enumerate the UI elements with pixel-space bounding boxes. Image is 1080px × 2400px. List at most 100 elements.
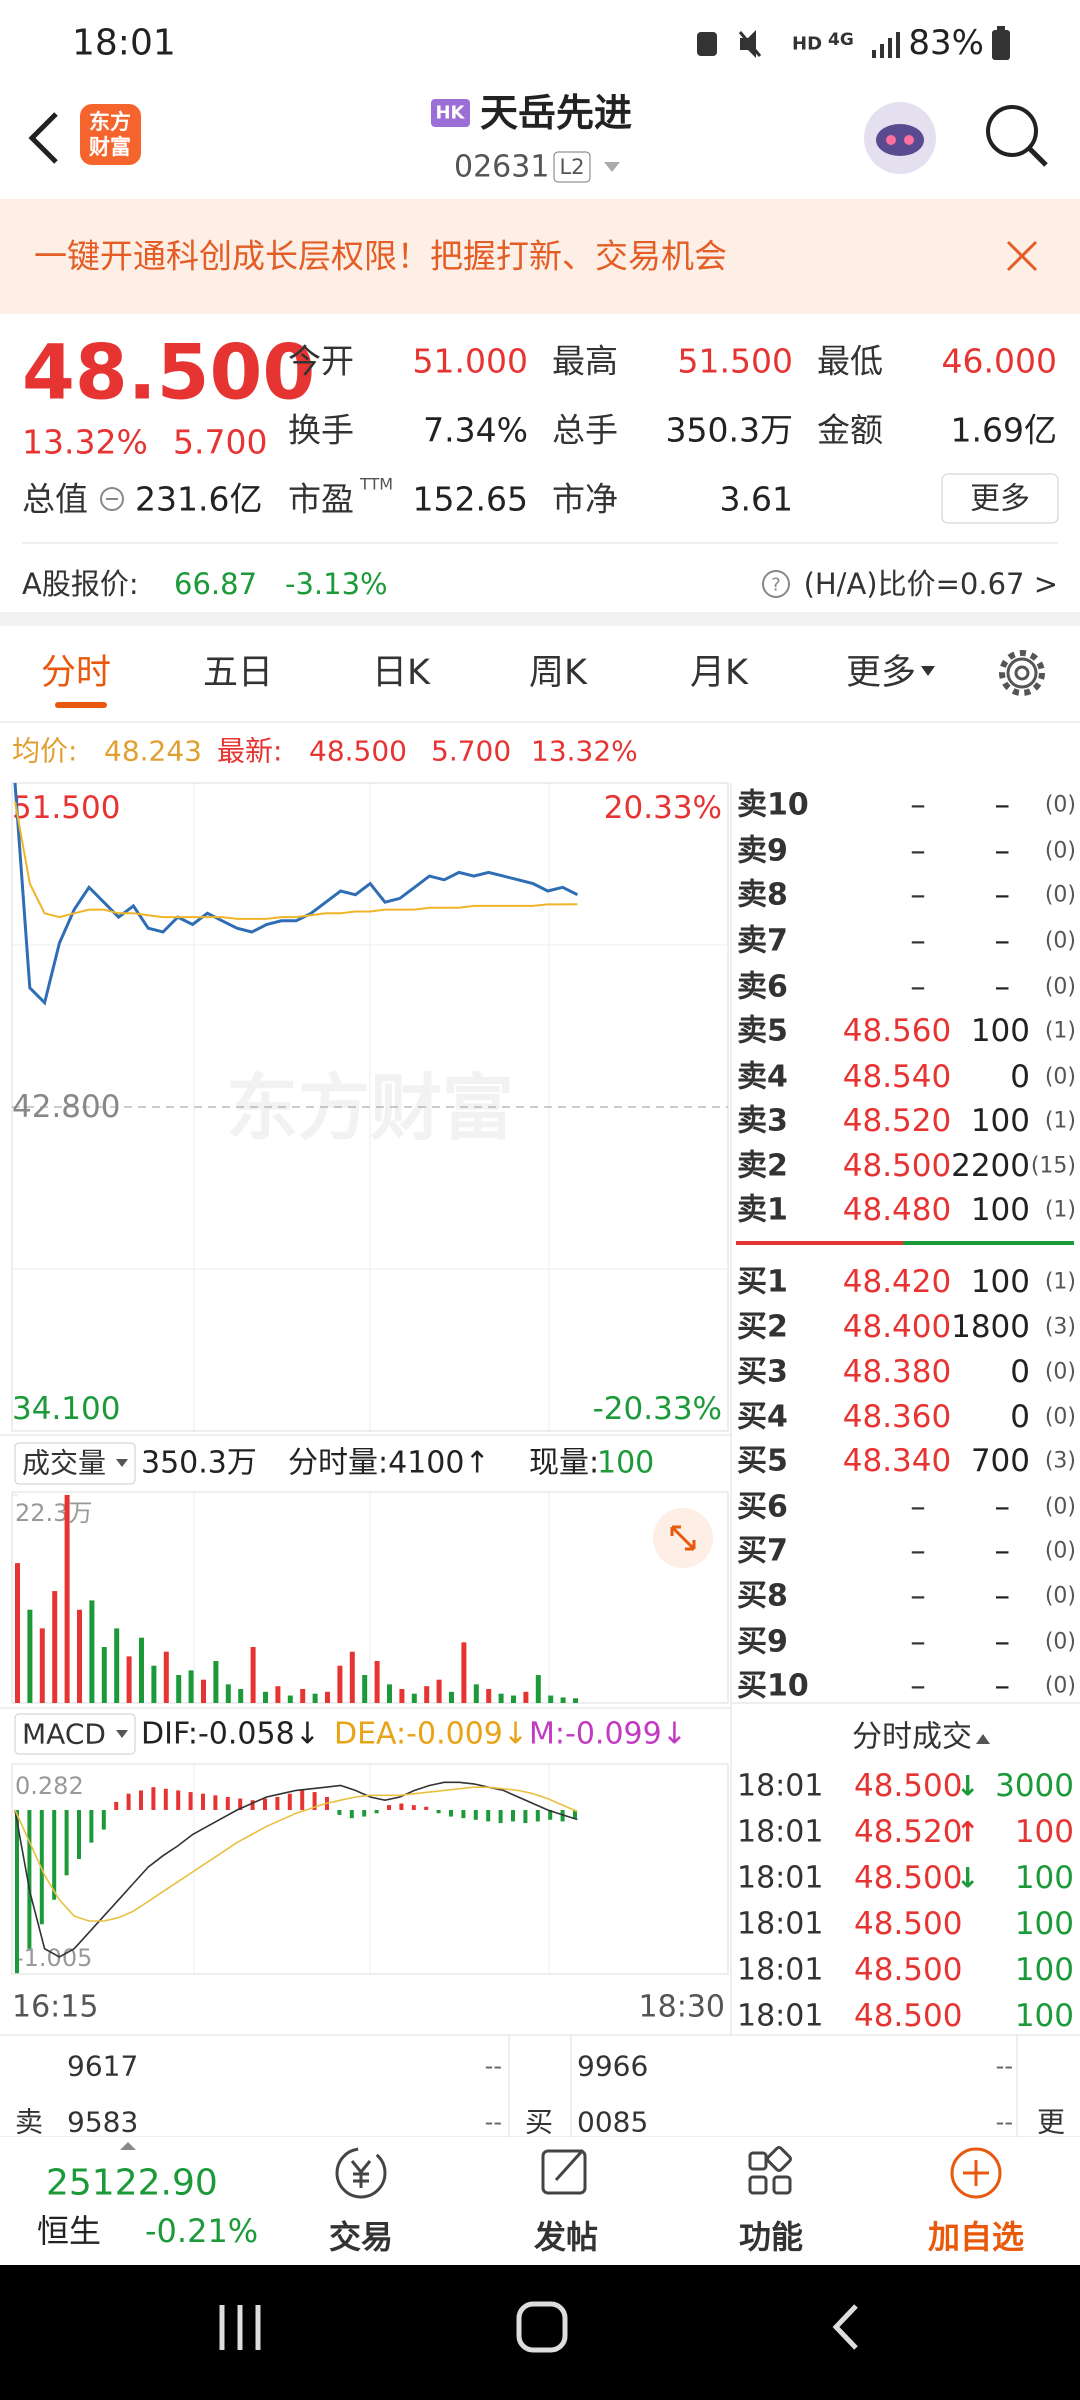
search[interactable] — [986, 105, 1038, 157]
macd-bar — [486, 1810, 491, 1822]
trade-volume: 100 — [1015, 1998, 1074, 2034]
back-button[interactable] — [28, 112, 58, 164]
book-label: 卖10 — [737, 788, 809, 823]
book-volume: 100 — [971, 1013, 1030, 1049]
stat-value: 231.6亿 — [135, 480, 262, 519]
more-button[interactable] — [941, 473, 1059, 524]
banner-bg — [0, 199, 1080, 314]
volume-selector-text: 成交量 — [22, 1447, 106, 1480]
macd-bar — [473, 1810, 478, 1820]
nav-label[interactable]: 交易 — [329, 2218, 393, 2256]
volume-bar — [498, 1693, 504, 1703]
book-label: 卖3 — [737, 1104, 788, 1139]
level-badge — [553, 151, 591, 183]
nav-label[interactable]: 发帖 — [534, 2218, 598, 2256]
volume-bar — [312, 1693, 318, 1703]
macd-selector[interactable] — [14, 1713, 136, 1755]
stat-value: 51.000 — [413, 342, 528, 381]
volume-bar — [201, 1679, 206, 1703]
help-icon[interactable] — [762, 570, 790, 598]
volume-bar — [77, 1609, 82, 1703]
intraday-info: 5.700 — [431, 735, 511, 768]
tab[interactable]: 周K — [529, 653, 588, 693]
price-line — [13, 782, 579, 1006]
banner-text: 一键开通科创成长层权限！把握打新、交易机会 — [34, 237, 727, 276]
trade-volume: 100 — [1015, 1814, 1074, 1850]
book-count: (0) — [1045, 929, 1076, 954]
trade-volume: 100 — [1015, 1860, 1074, 1896]
dropdown[interactable] — [921, 666, 935, 676]
trade-price: 48.500 — [854, 1860, 962, 1896]
book-count: (0) — [1045, 1584, 1076, 1609]
status-time: 18:01 — [72, 23, 176, 64]
dropdown[interactable] — [604, 162, 620, 172]
book-price: 48.360 — [843, 1399, 951, 1435]
x-tick-label: 18:30 — [639, 1990, 725, 2025]
settings[interactable] — [1006, 657, 1038, 689]
book-count: (0) — [1045, 1065, 1076, 1090]
book-count: (0) — [1045, 1539, 1076, 1564]
volume-bar — [238, 1689, 244, 1703]
book-price: 48.400 — [843, 1309, 951, 1345]
a-share-change: -3.13% — [285, 567, 388, 601]
tab[interactable]: 月K — [690, 653, 749, 693]
more-text: 更多 — [970, 482, 1030, 517]
queue-value: -- — [485, 2052, 502, 2080]
book-label: 卖5 — [737, 1014, 788, 1049]
stat-label: 最低 — [817, 342, 883, 381]
nav-icons[interactable] — [335, 2146, 1002, 2199]
volume-selector[interactable] — [14, 1442, 136, 1485]
book-count: (1) — [1045, 1270, 1076, 1295]
macd-bar — [52, 1810, 57, 1900]
macd-info: DIF:-0.058↓ — [141, 1717, 320, 1752]
book-label: 买8 — [737, 1579, 788, 1614]
macd-bar — [89, 1810, 94, 1843]
book-price: – — [910, 969, 926, 1005]
index-value: 25122.90 — [46, 2163, 218, 2204]
macd-bar — [411, 1805, 416, 1811]
tab[interactable]: 日K — [372, 653, 431, 693]
book-count: (0) — [1045, 1495, 1076, 1520]
info-icon[interactable] — [100, 487, 124, 511]
volume-bar — [188, 1670, 194, 1703]
book-price: – — [910, 1489, 926, 1525]
macd-bar — [349, 1810, 354, 1819]
macd-bar — [101, 1810, 106, 1830]
book-divider — [903, 1241, 1074, 1245]
volume-bar — [573, 1698, 578, 1703]
book-label: 买10 — [737, 1669, 809, 1704]
price: 48.500 — [22, 328, 315, 417]
volume-bar — [449, 1691, 454, 1703]
nav-label[interactable]: 加自选 — [928, 2218, 1024, 2256]
volume-bar — [300, 1689, 306, 1703]
macd-bar — [139, 1790, 143, 1811]
sort[interactable] — [976, 1734, 990, 1744]
book-price: – — [910, 787, 926, 823]
tab[interactable]: 分时 — [41, 653, 111, 693]
system-buttons[interactable] — [219, 2301, 858, 2353]
bottom-nav — [0, 2137, 1080, 2265]
macd-bar — [201, 1793, 205, 1811]
tab[interactable]: 更多 — [846, 653, 916, 693]
book-volume: – — [995, 833, 1011, 869]
section-gap — [0, 612, 1080, 626]
macd-bar — [126, 1793, 131, 1811]
y-tick-label: 42.800 — [12, 1089, 120, 1125]
stat-value: 46.000 — [942, 342, 1057, 381]
book-volume: – — [995, 1624, 1011, 1660]
ratio: (H/A)比价=0.67 > — [804, 567, 1058, 601]
trade-dir: ↓ — [956, 1862, 979, 1895]
trade-price: 48.500 — [854, 1952, 962, 1988]
macd-bar — [39, 1810, 44, 1925]
banner-close[interactable] — [1006, 240, 1038, 272]
volume-bar — [548, 1695, 554, 1703]
y-tick-label: 34.100 — [12, 1391, 120, 1427]
tab[interactable]: 五日 — [203, 653, 273, 693]
stat-label: 总值 — [22, 480, 88, 519]
y-tick-label: 22.3万 — [15, 1499, 92, 1527]
nav-label[interactable]: 功能 — [739, 2218, 803, 2256]
trade-volume: 3000 — [995, 1768, 1074, 1804]
trade-time: 18:01 — [737, 1769, 823, 1804]
